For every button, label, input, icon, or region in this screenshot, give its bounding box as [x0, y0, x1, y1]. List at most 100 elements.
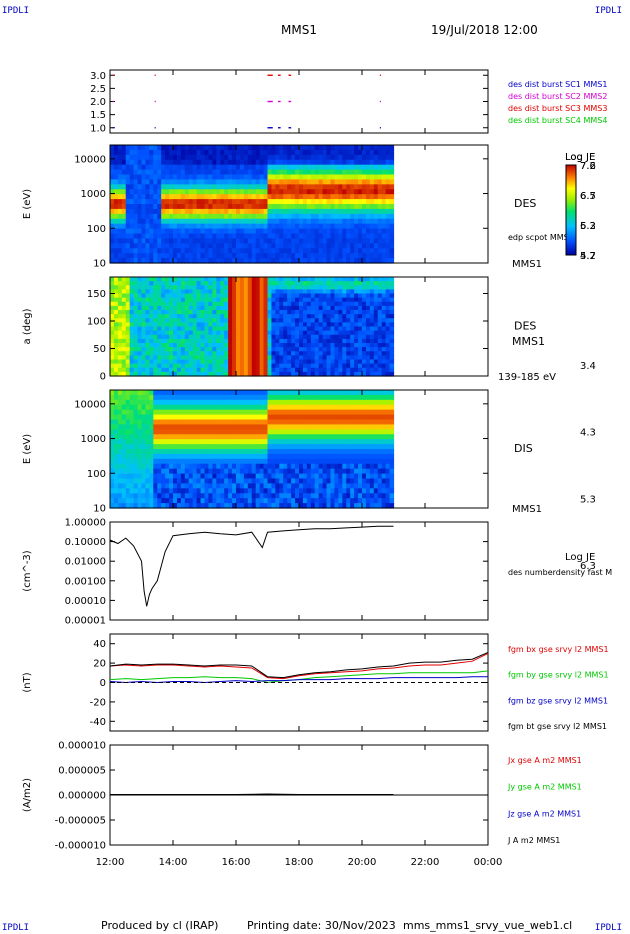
des-energy-panel-cell [291, 208, 296, 215]
des-pitch-panel-cell [117, 326, 123, 332]
des-energy-panel-cell [310, 174, 316, 181]
des-energy-panel-cell [188, 159, 194, 166]
dis-energy-panel-cell [247, 434, 253, 440]
des-pitch-panel-cell [389, 285, 395, 290]
des-pitch-panel-cell [350, 326, 355, 332]
des-energy-panel-cell [322, 253, 328, 259]
dis-energy-panel-cell [322, 503, 328, 509]
dis-energy-panel-cell [259, 429, 265, 435]
des-energy-panel-cell [236, 223, 241, 230]
dis-energy-panel-cell [251, 424, 257, 430]
des-energy-panel-cell [255, 145, 261, 151]
des-energy-panel-cell [204, 179, 210, 185]
dis-energy-panel-cell [188, 419, 194, 426]
dis-energy-panel-cell [117, 434, 123, 440]
des-energy-panel-cell [169, 199, 174, 205]
des-pitch-panel-cell [113, 326, 119, 332]
des-pitch-panel-cell [188, 281, 194, 286]
des-pitch-panel-cell [208, 367, 213, 373]
dis-energy-panel-cell [133, 390, 139, 396]
dis-energy-panel-cell [326, 409, 332, 416]
des-pitch-panel-cell [188, 285, 194, 290]
dis-energy-panel-cell [287, 404, 292, 411]
des-pitch-panel-cell [271, 367, 276, 373]
des-energy-panel-cell [113, 179, 119, 185]
des-energy-panel-cell [350, 223, 355, 230]
des-pitch-panel-cell [165, 310, 170, 315]
des-pitch-panel-cell [169, 305, 174, 311]
des-energy-panel-cell [385, 218, 391, 225]
des-energy-panel-cell [176, 159, 182, 166]
dis-energy-panel-cell [204, 390, 210, 396]
des-pitch-panel-cell [129, 289, 135, 295]
des-energy-panel-cell [173, 154, 178, 161]
des-energy-panel-cell [173, 223, 178, 230]
des-pitch-panel-cell [263, 277, 269, 282]
dis-energy-panel-cell [287, 444, 292, 450]
des-energy-panel-cell [196, 213, 202, 220]
des-energy-panel-cell [141, 174, 147, 181]
des-pitch-panel-cell [295, 343, 300, 348]
des-energy-panel-cell [153, 154, 158, 161]
des-energy-panel-cell [259, 154, 265, 161]
des-pitch-panel-cell [251, 301, 257, 307]
des-energy-panel-cell [247, 154, 253, 161]
dis-energy-panel-cell [232, 434, 237, 440]
des-pitch-panel-cell [310, 351, 316, 356]
dis-energy-panel-cell [263, 478, 269, 485]
des-energy-panel-cell [236, 199, 241, 205]
dis-energy-panel-cell [129, 498, 135, 504]
dis-energy-panel-cell [196, 424, 202, 430]
des-pitch-panel-cell [153, 305, 158, 311]
dis-energy-panel-cell [204, 493, 210, 499]
dis-energy-panel-cell [251, 473, 257, 480]
des-pitch-panel-cell [259, 347, 265, 352]
des-energy-panel-cell [381, 145, 387, 151]
des-pitch-panel-cell [373, 301, 379, 307]
des-pitch-panel-cell [169, 277, 174, 282]
des-energy-panel-cell [322, 189, 328, 195]
des-pitch-panel-cell [362, 289, 367, 295]
des-energy-panel-cell [212, 149, 217, 156]
dis-energy-panel-cell [141, 399, 147, 406]
dis-energy-panel-cell [204, 488, 210, 494]
des-pitch-panel-cell [153, 371, 158, 377]
des-pitch-panel-cell [338, 297, 343, 303]
des-pitch-panel-cell [243, 330, 249, 336]
des-energy-panel-cell [275, 164, 280, 171]
des-energy-panel-cell [176, 213, 182, 220]
des-energy-panel-cell [141, 154, 147, 161]
des-pitch-panel-cell [295, 277, 300, 282]
des-energy-panel-cell [283, 218, 288, 225]
des-energy-panel-cell [192, 184, 198, 190]
dis-energy-panel-cell [165, 449, 170, 455]
des-pitch-panel-cell [389, 277, 395, 282]
dis-energy-panel-cell [184, 424, 190, 430]
des-energy-panel-cell [153, 218, 158, 225]
des-pitch-panel-cell [204, 293, 210, 299]
des-energy-panel-cell [243, 258, 249, 264]
des-energy-panel-cell [145, 159, 150, 166]
dis-energy-panel-cell [161, 453, 166, 460]
des-energy-panel-cell [121, 159, 127, 166]
dis-energy-panel-cell [251, 503, 257, 509]
des-pitch-panel-cell [314, 314, 320, 319]
des-energy-panel-cell [200, 199, 206, 205]
des-energy-panel-cell [133, 169, 139, 176]
dis-energy-panel-cell [247, 498, 253, 504]
des-energy-panel-cell [165, 228, 170, 235]
dis-energy-panel-cell [173, 409, 178, 416]
dis-energy-panel-cell [110, 399, 115, 406]
dis-energy-panel-cell [251, 463, 257, 470]
des-energy-panel-cell [161, 199, 166, 205]
des-energy-panel-cell [153, 199, 158, 205]
des-energy-panel-cell [267, 169, 273, 176]
des-pitch-panel-ylabel: a (deg) [22, 308, 33, 344]
dis-energy-panel-cell [259, 404, 265, 411]
des-pitch-panel-cell [350, 338, 355, 344]
des-energy-panel-cell [220, 184, 225, 190]
des-pitch-panel-cell [275, 285, 280, 290]
des-pitch-panel-cell [220, 367, 225, 373]
des-pitch-panel-cell [173, 301, 178, 307]
des-energy-panel-cell [306, 179, 312, 185]
